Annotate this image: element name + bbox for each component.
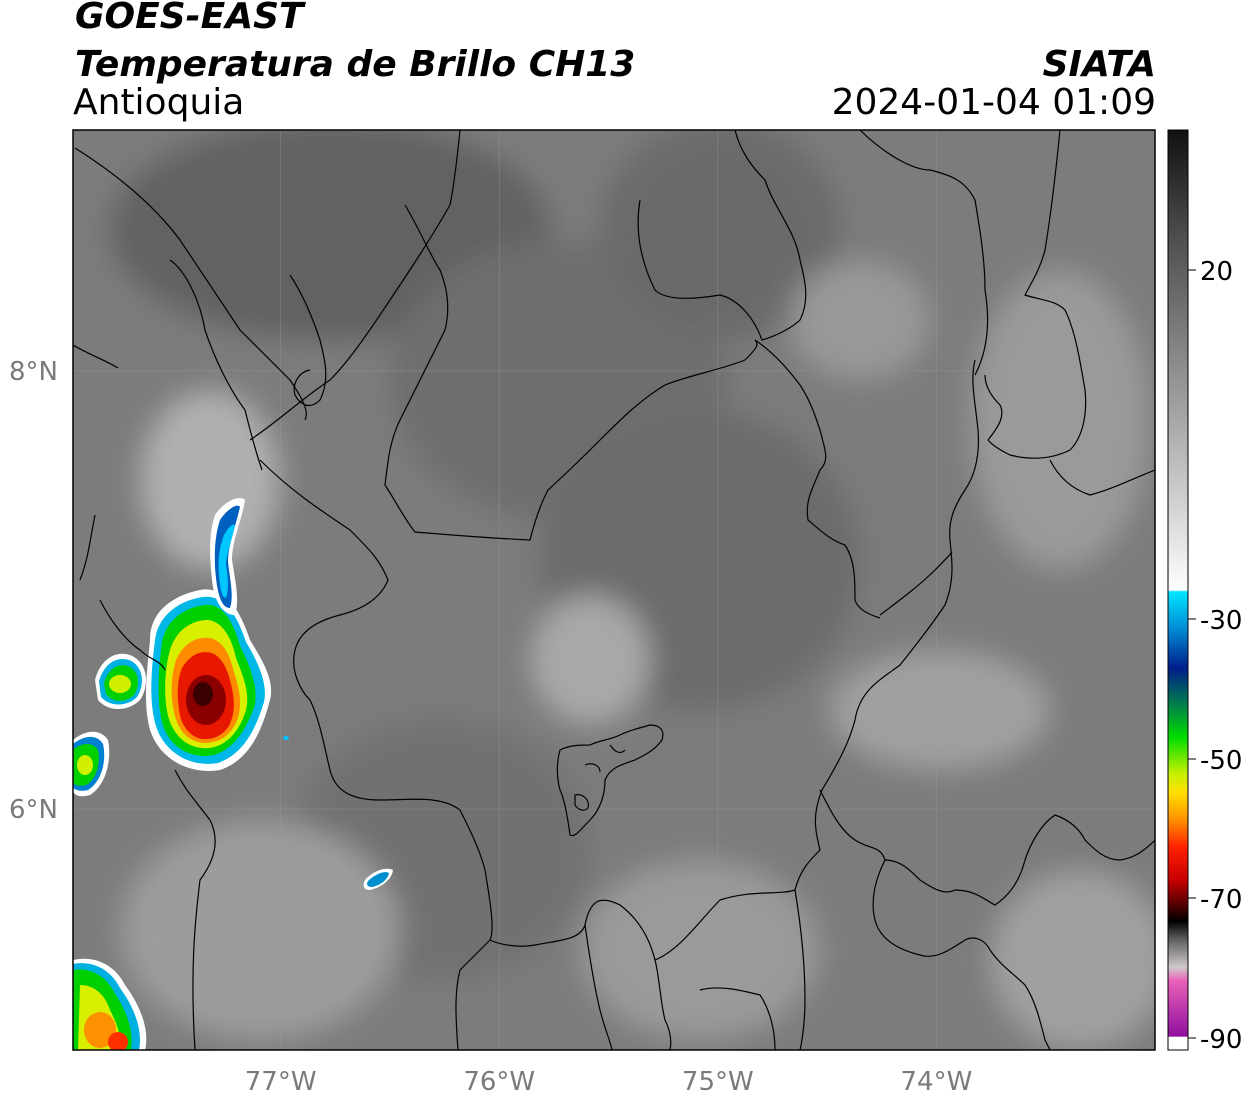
- region-label: Antioquia: [73, 82, 245, 123]
- cordoba-border: [384, 204, 758, 541]
- colorbar-gradient: [1167, 129, 1189, 1051]
- bolivar-border: [637, 130, 881, 619]
- storm-cell-west: [95, 653, 146, 709]
- medellin-area: [556, 724, 664, 837]
- longitude-label: 75°W: [682, 1067, 754, 1097]
- caribbean-coast: [249, 130, 461, 441]
- graticule: [73, 130, 1155, 1050]
- storm-cell-edge: [73, 731, 110, 797]
- latitude-labels: 8°N 6°N: [9, 357, 58, 825]
- pacific-coastline: [73, 147, 307, 1050]
- venezuela-border: [984, 130, 1155, 496]
- longitude-labels: 77°W 76°W 75°W 74°W: [245, 1067, 973, 1097]
- storm-cell-dot: [283, 736, 289, 740]
- map-frame: [72, 129, 1156, 1051]
- agency-label: SIATA: [1042, 44, 1156, 85]
- santander-border: [859, 130, 989, 616]
- longitude-label: 74°W: [901, 1067, 973, 1097]
- colorbar-tick-label: -70: [1200, 885, 1242, 915]
- latitude-label: 8°N: [9, 357, 58, 387]
- colorbar-tick-label: 20: [1200, 257, 1233, 287]
- southern-border: [455, 789, 1155, 1050]
- uraba-gulf-coast: [169, 259, 327, 471]
- map-area: [73, 130, 1155, 1050]
- longitude-label: 77°W: [245, 1067, 317, 1097]
- colorbar-ticks: 20 -30 -50 -70 -90: [1188, 257, 1242, 1055]
- storm-cell-main: [145, 498, 272, 771]
- latitude-label: 6°N: [9, 795, 58, 825]
- storm-cell-southwest: [73, 958, 147, 1050]
- product-title: Temperatura de Brillo CH13: [75, 44, 636, 85]
- satellite-title: GOES-EAST: [75, 0, 304, 37]
- storm-cell-small: [363, 868, 393, 890]
- colorbar-tick-label: -50: [1200, 746, 1242, 776]
- boundaries: [73, 130, 1155, 1050]
- antioquia-border: [259, 359, 980, 961]
- longitude-label: 76°W: [463, 1067, 535, 1097]
- background-texture: [110, 130, 1155, 1050]
- datetime-label: 2024-01-04 01:09: [831, 82, 1156, 123]
- colorbar-tick-label: -30: [1200, 606, 1242, 636]
- colorbar-tick-label: -90: [1200, 1025, 1242, 1055]
- colorbar: 20 -30 -50 -70 -90: [1167, 129, 1242, 1055]
